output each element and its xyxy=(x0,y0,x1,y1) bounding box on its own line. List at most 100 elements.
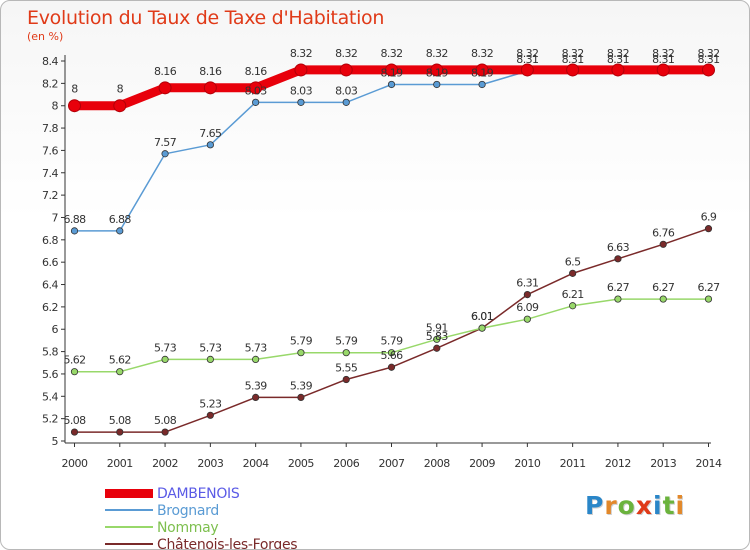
data-point xyxy=(387,363,396,371)
data-label: 5.79 xyxy=(335,335,358,348)
y-tick-label: 7.2 xyxy=(42,189,58,202)
x-tick-label: 2000 xyxy=(62,457,88,470)
data-point xyxy=(385,63,398,77)
data-point xyxy=(433,335,441,343)
proxiti-logo: Proxiti xyxy=(585,491,685,520)
data-point xyxy=(659,295,667,303)
data-label: 8.16 xyxy=(199,65,222,78)
data-label: 8.31 xyxy=(607,53,629,66)
data-point xyxy=(158,81,172,95)
data-label: 6.31 xyxy=(516,277,538,290)
data-label: 8.32 xyxy=(335,47,357,60)
legend-label: Brognard xyxy=(157,503,219,519)
y-tick-label: 6.6 xyxy=(42,256,58,269)
y-tick-label: 5.8 xyxy=(42,346,58,359)
data-label: 6.01 xyxy=(471,310,493,323)
data-point xyxy=(206,141,214,149)
logo-letter: i xyxy=(675,491,686,520)
data-point xyxy=(161,428,169,436)
chart-subtitle: (en %) xyxy=(27,30,64,43)
data-point xyxy=(113,99,127,113)
data-label: 6.27 xyxy=(652,281,675,294)
data-point xyxy=(116,227,124,235)
data-label: 5.73 xyxy=(199,341,222,354)
data-label: 5.73 xyxy=(245,341,268,354)
data-label: 5.23 xyxy=(199,397,222,410)
data-label: 6.01 xyxy=(471,310,493,323)
x-tick-label: 2012 xyxy=(605,457,631,470)
data-point xyxy=(704,295,713,303)
data-label: 8.32 xyxy=(471,47,493,60)
data-point xyxy=(203,81,217,95)
data-label: 6.76 xyxy=(652,226,675,239)
x-tick-label: 2005 xyxy=(288,457,314,470)
y-tick-label: 6.8 xyxy=(42,234,58,247)
data-point xyxy=(70,368,79,376)
y-tick-label: 7.8 xyxy=(42,122,58,135)
data-point xyxy=(702,63,715,77)
data-point xyxy=(523,290,531,299)
y-tick-label: 8 xyxy=(52,100,59,113)
data-point xyxy=(252,98,260,106)
data-label: 5.08 xyxy=(63,414,86,427)
y-tick-label: 7.6 xyxy=(42,144,58,157)
data-label: 5.83 xyxy=(426,330,449,343)
data-label: 7.57 xyxy=(154,136,177,149)
data-point xyxy=(249,81,263,95)
logo-letter: t xyxy=(662,491,676,520)
data-point xyxy=(387,349,396,357)
data-label: 5.08 xyxy=(154,414,177,427)
data-label: 5.62 xyxy=(63,354,85,367)
data-label: 5.55 xyxy=(335,362,358,375)
data-point xyxy=(252,393,260,402)
data-point xyxy=(297,349,305,357)
data-point xyxy=(252,355,260,364)
chart-title: Evolution du Taux de Taxe d'Habitation xyxy=(27,7,385,29)
data-label: 8.03 xyxy=(335,84,358,97)
data-point xyxy=(206,355,214,364)
data-label: 8.03 xyxy=(245,84,268,97)
data-label: 5.62 xyxy=(109,354,131,367)
data-point xyxy=(161,150,169,158)
data-label: 8.16 xyxy=(245,65,268,78)
data-label: 6.09 xyxy=(516,301,539,314)
data-label: 8.03 xyxy=(290,84,313,97)
data-point xyxy=(387,80,396,89)
data-point xyxy=(206,411,214,419)
data-point xyxy=(68,99,81,113)
data-point xyxy=(478,324,486,332)
data-label: 6.27 xyxy=(607,281,630,294)
logo-letter: P xyxy=(585,491,605,520)
x-tick-label: 2010 xyxy=(514,457,540,470)
data-label: 5.08 xyxy=(109,414,132,427)
data-point xyxy=(520,63,534,77)
data-label: 8.31 xyxy=(516,53,538,66)
x-tick-label: 2004 xyxy=(243,457,269,470)
data-point xyxy=(116,428,124,436)
data-point xyxy=(478,80,486,89)
x-tick-label: 2007 xyxy=(379,457,405,470)
data-point xyxy=(342,349,350,357)
data-point xyxy=(342,98,350,106)
data-label: 8 xyxy=(71,83,78,96)
data-label: 6.9 xyxy=(701,211,717,224)
x-tick-label: 2011 xyxy=(560,457,586,470)
data-label: 8.19 xyxy=(426,66,449,79)
data-label: 5.39 xyxy=(245,379,268,392)
data-label: 8.32 xyxy=(426,47,448,60)
y-tick-label: 5.6 xyxy=(42,368,58,381)
data-point xyxy=(614,295,622,303)
logo-letter: x xyxy=(635,491,653,520)
data-label: 8.32 xyxy=(516,47,538,60)
data-point xyxy=(704,225,713,233)
data-label: 6.88 xyxy=(63,213,86,226)
data-point xyxy=(70,227,79,235)
data-label: 7.65 xyxy=(199,127,222,140)
data-label: 8.32 xyxy=(562,47,584,60)
y-tick-label: 7 xyxy=(52,211,59,224)
y-tick-label: 5.2 xyxy=(42,413,58,426)
data-label: 8.31 xyxy=(697,53,719,66)
legend-label: Nommay xyxy=(157,520,218,536)
